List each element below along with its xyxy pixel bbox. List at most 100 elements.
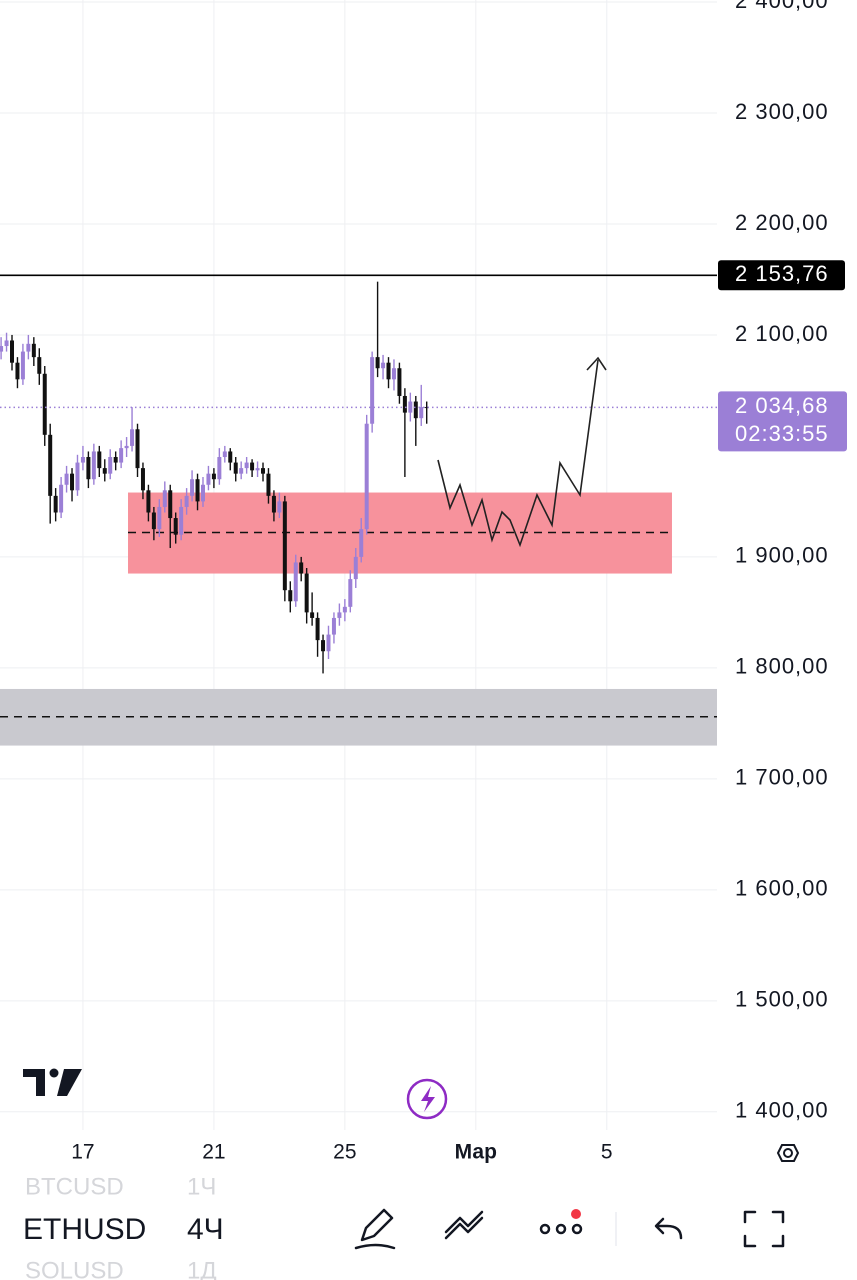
interval-option[interactable]: 1Д (187, 1257, 217, 1280)
y-tick-label: 1 500,00 (735, 987, 829, 1012)
candle-body (217, 457, 222, 480)
candle-body (31, 343, 36, 358)
x-tick-label: 5 (601, 1141, 613, 1164)
candle-body (370, 357, 375, 424)
forecast-path (437, 359, 599, 548)
y-tick-label: 2 300,00 (735, 99, 829, 124)
candle-body (119, 448, 124, 463)
draw-button[interactable] (354, 1208, 396, 1250)
symbol-option[interactable]: BTCUSD (25, 1173, 124, 1200)
candle-body (342, 606, 347, 613)
candle-body (53, 495, 58, 513)
candle-body (140, 468, 145, 491)
candle-body (413, 401, 418, 419)
candle-body (299, 562, 304, 574)
drawings-button[interactable] (444, 1210, 484, 1240)
y-tick-label: 1 400,00 (735, 1098, 829, 1123)
candle-body (10, 340, 15, 363)
candle-body (375, 357, 380, 369)
y-tick-label: 2 100,00 (735, 321, 829, 346)
candle-body (124, 445, 129, 449)
candle-body (277, 501, 282, 513)
candle-body (331, 617, 336, 635)
y-tick-label: 2 400,00 (735, 0, 829, 13)
candle-body (304, 573, 309, 613)
x-tick-label: 25 (333, 1141, 356, 1164)
candle-body (315, 617, 320, 641)
x-tick-label: Мар (455, 1141, 497, 1164)
candle-body (244, 462, 249, 469)
candle-body (157, 506, 162, 530)
candle-body (261, 468, 266, 474)
candle-body (424, 407, 429, 409)
x-tick-label: 21 (202, 1141, 225, 1164)
y-tick-label: 2 200,00 (735, 210, 829, 235)
x-tick-label: 17 (71, 1141, 94, 1164)
forecast-arrowhead (586, 356, 607, 371)
candle-body (271, 495, 276, 513)
countdown-label: 02:33:55 (735, 421, 829, 446)
candle-body (15, 362, 20, 380)
candle-body (80, 457, 85, 463)
candle-body (321, 640, 326, 652)
candle-body (173, 518, 178, 535)
candle-body (135, 429, 140, 469)
candle-body (419, 407, 424, 419)
candle-body (293, 562, 298, 602)
lightning-button[interactable] (406, 1078, 448, 1120)
price-label: 2 153,76 (735, 261, 829, 286)
notification-dot (571, 1209, 581, 1219)
candle-body (250, 462, 255, 471)
candle-body (228, 451, 233, 463)
candle-body (0, 346, 4, 352)
candle-body (91, 451, 96, 480)
undo-button[interactable] (654, 1217, 683, 1240)
y-tick-label: 1 900,00 (735, 543, 829, 568)
tradingview-logo (23, 1068, 82, 1096)
candle-body (195, 479, 200, 502)
y-tick-label: 1 600,00 (735, 876, 829, 901)
candle-body (326, 634, 331, 652)
candle-body (64, 473, 69, 485)
candle-body (42, 373, 47, 435)
candle-body (239, 468, 244, 474)
candle-body (59, 484, 64, 513)
more-button[interactable] (539, 1223, 583, 1235)
fullscreen-button[interactable] (743, 1210, 785, 1248)
interval-option[interactable]: 1Ч (187, 1173, 216, 1200)
candle-body (266, 473, 271, 496)
candle-body (233, 462, 238, 474)
last-price-label: 2 034,68 (735, 393, 829, 418)
candle-body (184, 495, 189, 507)
candle-body (168, 490, 173, 519)
candle-body (211, 473, 216, 480)
candle-body (402, 395, 407, 413)
candle-body (4, 340, 9, 347)
candle-body (364, 423, 369, 530)
candle-body (255, 468, 260, 471)
interval-current[interactable]: 4Ч (187, 1213, 224, 1246)
candle-body (130, 429, 135, 446)
candle-body (48, 434, 53, 496)
price-label-box (718, 260, 845, 291)
candle-body (162, 490, 167, 507)
symbol-option[interactable]: SOLUSD (25, 1257, 124, 1280)
candle-body (146, 490, 151, 513)
candle-body (310, 612, 315, 618)
candle-body (381, 362, 386, 369)
candle-body (288, 590, 293, 602)
candle-body (75, 462, 80, 491)
y-tick-label: 1 800,00 (735, 654, 829, 679)
candle-body (151, 512, 156, 530)
candle-body (179, 506, 184, 535)
candle-body (337, 612, 342, 618)
symbol-current[interactable]: ETHUSD (23, 1213, 146, 1246)
candle-body (37, 357, 42, 374)
candle-body (20, 351, 25, 380)
bottom-bar (0, 1172, 857, 1280)
candle-body (102, 468, 107, 474)
settings-button[interactable] (776, 1144, 800, 1162)
candle-body (70, 473, 75, 491)
candle-body (108, 457, 113, 474)
